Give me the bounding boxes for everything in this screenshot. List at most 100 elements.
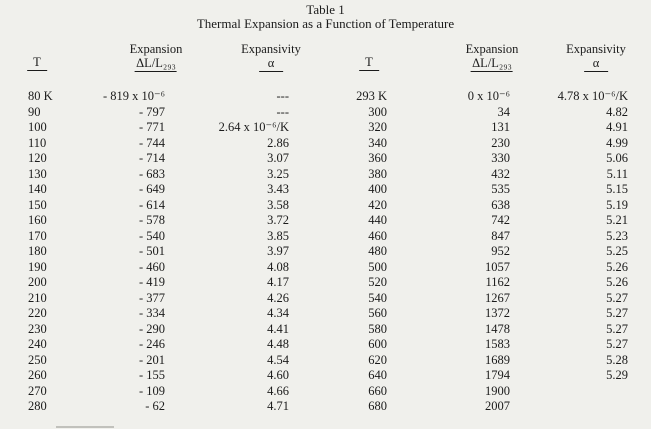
table-row: 270 - 109 4.66 660 1900 [28,384,628,400]
expansivity-cell: 4.99 [606,135,628,150]
expansivity-cell: 4.66 [267,383,289,398]
table-row: 140 - 649 3.43 400 535 5.15 [28,182,628,198]
t-cell: 680 [368,399,387,413]
expansivity-cell: 5.29 [606,368,628,382]
t-cell: 300 [368,104,387,119]
t-cell: 90 [28,104,41,119]
table-row: 120 - 714 3.07 360 330 5.06 [28,151,628,167]
expansion-cell: - 614 [138,197,165,212]
table-row: 250 - 201 4.54 620 1689 5.28 [28,353,628,369]
expansivity-cell: 5.27 [606,306,628,320]
t-cell: 130 [28,166,47,181]
expansion-cell: 1478 [485,321,510,336]
expansion-cell: - 290 [138,321,165,336]
table-row: 190 - 460 4.08 500 1057 5.26 [28,260,628,276]
expansivity-cell: 3.25 [267,166,289,181]
t-cell: 600 [368,337,387,351]
expansivity-cell: 2.86 [267,135,289,150]
column-header-expansion-left: Expansion ΔL/L₂₉₃ [129,42,183,72]
expansivity-cell: 5.25 [606,244,628,258]
t-cell: 460 [368,228,387,243]
table-row: 80 K - 819 x 10⁻⁶ --- 293 K 0 x 10⁻⁶ 4.78 x 1… [28,89,628,105]
t-cell: 520 [368,275,387,289]
table-row: 170 - 540 3.85 460 847 5.23 [28,229,628,245]
expansion-cell: 2007 [485,399,510,413]
expansion-cell: - 578 [138,213,165,227]
expansivity-cell [510,384,628,400]
expansion-cell: - 62 [145,399,165,413]
expansivity-cell: 5.26 [606,259,628,274]
expansivity-cell: 4.48 [267,337,289,351]
expansion-cell: - 419 [138,275,165,289]
expansion-cell: 34 [497,104,511,119]
t-cell: 440 [368,213,387,227]
expansivity-cell: 5.11 [606,166,628,181]
expansivity-cell: 3.85 [267,228,289,243]
expansivity-cell: 5.27 [606,290,628,305]
expansion-cell: - 797 [138,104,165,119]
t-cell: 560 [368,306,387,320]
expansivity-cell: 5.19 [606,197,628,212]
expansion-cell: - 819 x 10⁻⁶ [103,89,165,103]
expansion-cell: - 377 [138,290,165,305]
t-cell: 500 [368,259,387,274]
expansion-cell: 847 [491,228,510,243]
expansivity-cell: 4.08 [267,259,289,274]
t-cell: 420 [368,197,387,212]
expansion-cell: 535 [491,182,510,196]
t-cell: 280 [28,399,47,413]
table-row: 160 - 578 3.72 440 742 5.21 [28,213,628,229]
expansion-cell: 330 [491,151,510,165]
expansion-cell: - 334 [138,306,165,320]
expansivity-cell: 5.27 [606,337,628,351]
t-cell: 640 [368,368,387,382]
table-row: 100 - 771 2.64 x 10⁻⁶/K 320 131 4.91 [28,120,628,136]
expansivity-cell: --- [276,104,290,119]
expansivity-cell: 4.34 [267,306,289,320]
expansion-cell: 432 [491,166,510,181]
t-cell: 620 [368,352,387,367]
table-row: 230 - 290 4.41 580 1478 5.27 [28,322,628,338]
expansivity-cell: 3.97 [267,244,289,258]
table-row: 150 - 614 3.58 420 638 5.19 [28,198,628,214]
t-cell: 580 [368,321,387,336]
expansion-cell: 1057 [485,259,510,274]
t-cell: 80 K [28,89,53,103]
expansion-cell: 0 x 10⁻⁶ [467,89,510,103]
expansivity-cell: 4.82 [606,104,628,119]
expansivity-cell: 4.17 [267,275,289,289]
expansion-cell: 742 [491,213,510,227]
page-title: Thermal Expansion as a Function of Tempe… [196,16,455,31]
t-cell: 180 [28,244,47,258]
expansivity-cell: 5.21 [606,213,628,227]
expansion-cell: - 460 [138,259,165,274]
t-cell: 150 [28,197,47,212]
expansion-cell: - 744 [138,135,165,150]
expansion-cell: - 109 [138,383,165,398]
table-row: 210 - 377 4.26 540 1267 5.27 [28,291,628,307]
expansivity-cell [510,399,628,415]
expansion-cell: 1689 [485,352,510,367]
expansion-cell: 1162 [485,275,510,289]
table-row: 90 - 797 --- 300 34 4.82 [28,105,628,121]
table-row: 280 - 62 4.71 680 2007 [28,399,628,415]
expansion-cell: 1794 [485,368,510,382]
t-cell: 240 [28,337,47,351]
t-cell: 250 [28,352,47,367]
column-header-t-left: T [27,56,47,71]
t-cell: 230 [28,321,47,336]
expansion-cell: - 201 [138,352,165,367]
expansivity-cell: 5.27 [606,321,628,336]
t-cell: 200 [28,275,47,289]
t-cell: 210 [28,290,47,305]
t-cell: 170 [28,228,47,243]
t-cell: 110 [28,135,47,150]
t-cell: 260 [28,368,47,382]
expansivity-cell: 5.06 [606,151,628,165]
t-cell: 380 [368,166,387,181]
expansion-cell: 1372 [485,306,510,320]
expansion-cell: - 246 [138,337,165,351]
expansivity-cell: --- [276,89,290,103]
expansivity-cell: 5.28 [606,352,628,367]
expansivity-cell: 5.15 [606,182,628,196]
